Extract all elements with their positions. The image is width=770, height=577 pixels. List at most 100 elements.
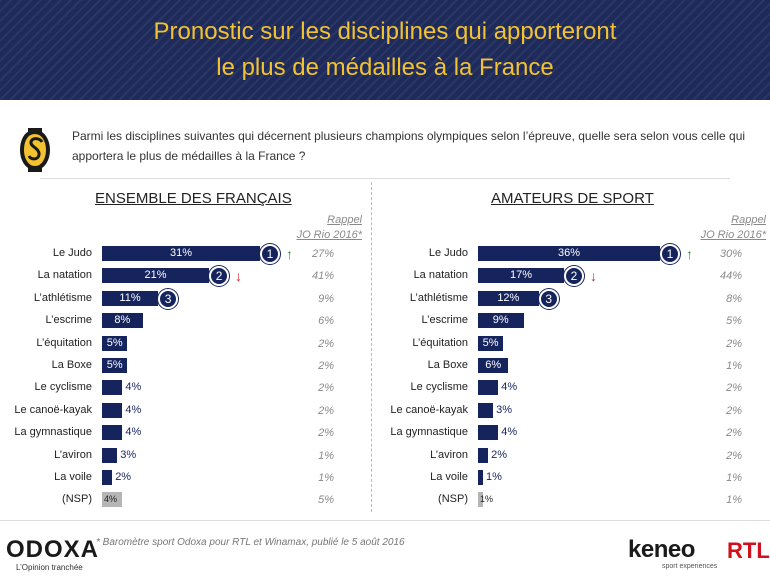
- ensemble-rio-value: 2%: [318, 427, 334, 440]
- ensemble-rio-value: 2%: [318, 337, 334, 350]
- question-icon: [20, 128, 50, 172]
- ensemble-category-label: (NSP): [62, 493, 92, 506]
- amateurs-category-label: L’équitation: [412, 336, 468, 349]
- top-divider: [40, 178, 730, 179]
- ensemble-rank-badge: 3: [158, 288, 179, 309]
- amateurs-rio-value: 5%: [726, 315, 742, 328]
- ensemble-bar-value: 5%: [106, 359, 123, 371]
- ensemble-rio-value: 2%: [318, 404, 334, 417]
- amateurs-bar: [478, 402, 494, 418]
- panel-divider: [371, 182, 372, 512]
- page-title: Pronostic sur les disciplines qui apport…: [0, 14, 770, 86]
- ensemble-rio-value: 6%: [318, 315, 334, 328]
- keneo-logo: keneo: [628, 536, 695, 563]
- ensemble-category-label: La Boxe: [51, 359, 92, 371]
- amateurs-category-label: Le cyclisme: [410, 381, 468, 394]
- ensemble-category-label: La gymnastique: [14, 426, 92, 439]
- amateurs-category-label: L’escrime: [421, 314, 468, 327]
- amateurs-rio-value: 2%: [726, 427, 742, 440]
- ensemble-bar-value: 4%: [104, 494, 118, 505]
- amateurs-rappel-header: Rappel JO Rio 2016*: [696, 213, 766, 243]
- amateurs-rank-badge: 3: [538, 288, 559, 309]
- ensemble-bar: [102, 246, 260, 261]
- amateurs-bar: [478, 470, 484, 485]
- ensemble-rank-badge: 1: [260, 244, 280, 264]
- ensemble-bar: [102, 492, 123, 508]
- ensemble-bar: [102, 335, 128, 351]
- amateurs-bar-value: 1%: [486, 471, 502, 483]
- amateurs-bar: [478, 492, 484, 508]
- amateurs-rank-badge: 2: [563, 266, 584, 287]
- ensemble-rio-value: 2%: [318, 382, 334, 395]
- ensemble-bar-value: 2%: [115, 471, 132, 483]
- ensemble-bar: [102, 470, 113, 485]
- ensemble-bar-value: 5%: [106, 336, 123, 349]
- ensemble-bar-value: 3%: [120, 448, 137, 461]
- amateurs-bar-value: 4%: [501, 381, 518, 394]
- amateurs-bar: [478, 380, 499, 396]
- ensemble-category-label: L’aviron: [54, 448, 92, 461]
- ensemble-rio-value: 27%: [311, 248, 334, 260]
- ensemble-rio-value: 41%: [311, 270, 334, 283]
- ensemble-bar-value: 4%: [125, 403, 142, 416]
- ensemble-rappel-line-2: JO Rio 2016*: [296, 229, 362, 241]
- ensemble-rappel-line-1: Rappel: [327, 214, 362, 226]
- amateurs-rio-value: 44%: [719, 270, 742, 283]
- ensemble-category-label: La voile: [54, 471, 92, 483]
- ensemble-category-label: Le cyclisme: [34, 381, 92, 394]
- amateurs-rappel-line-2: JO Rio 2016*: [700, 229, 766, 241]
- amateurs-bar: [478, 290, 539, 306]
- ensemble-trend-down-icon: ↓: [235, 268, 243, 285]
- amateurs-trend-up-icon: ↑: [686, 246, 693, 262]
- amateurs-category-label: La gymnastique: [390, 426, 468, 439]
- ensemble-category-label: Le canoë-kayak: [14, 403, 92, 416]
- ensemble-bar: [102, 313, 143, 329]
- amateurs-rio-value: 30%: [719, 248, 742, 260]
- ensemble-category-label: L’escrime: [45, 314, 92, 327]
- amateurs-rio-value: 1%: [726, 494, 742, 507]
- amateurs-bar: [478, 313, 524, 329]
- ensemble-bar: [102, 402, 123, 418]
- ensemble-category-label: L’athlétisme: [33, 291, 92, 304]
- amateurs-rio-value: 2%: [726, 337, 742, 350]
- title-line-2: le plus de médailles à la France: [216, 54, 554, 81]
- ensemble-category-label: Le Judo: [52, 247, 92, 259]
- amateurs-category-label: L’aviron: [430, 448, 468, 461]
- amateurs-rio-value: 2%: [726, 449, 742, 462]
- ensemble-rio-value: 2%: [318, 360, 334, 372]
- ensemble-rio-value: 9%: [318, 292, 334, 305]
- amateurs-trend-down-icon: ↓: [589, 268, 597, 285]
- amateurs-bar: [478, 246, 660, 261]
- amateurs-bar-value: 36%: [557, 247, 581, 259]
- ensemble-rappel-header: Rappel JO Rio 2016*: [292, 213, 362, 243]
- amateurs-bar-value: 17%: [509, 269, 532, 282]
- amateurs-bar: [478, 268, 564, 284]
- ensemble-rio-value: 1%: [318, 472, 334, 484]
- header-banner: Pronostic sur les disciplines qui apport…: [0, 0, 770, 100]
- question-text: Parmi les disciplines suivantes qui déce…: [72, 129, 746, 163]
- amateurs-bar: [478, 335, 504, 351]
- ensemble-category-label: L’équitation: [36, 336, 92, 349]
- amateurs-bar-value: 2%: [491, 448, 508, 461]
- amateurs-bar-value: 1%: [480, 494, 494, 505]
- amateurs-category-label: Le Judo: [428, 247, 468, 259]
- ensemble-bar: [102, 358, 128, 373]
- amateurs-rio-value: 2%: [726, 404, 742, 417]
- source-note: * Baromètre sport Odoxa pour RTL et Wina…: [96, 537, 405, 548]
- amateurs-bar-value: 3%: [496, 403, 513, 416]
- amateurs-category-label: (NSP): [438, 493, 468, 506]
- amateurs-rank-badge: 1: [660, 244, 680, 264]
- ensemble-panel-title: ENSEMBLE DES FRANÇAIS: [95, 190, 292, 207]
- amateurs-bar: [478, 425, 499, 441]
- amateurs-bar: [478, 447, 489, 463]
- amateurs-rappel-line-1: Rappel: [731, 214, 766, 226]
- amateurs-bar: [478, 358, 509, 373]
- amateurs-bar-value: 4%: [501, 426, 518, 439]
- ensemble-rio-value: 5%: [318, 494, 334, 507]
- ensemble-bar: [102, 447, 118, 463]
- ensemble-rio-value: 1%: [318, 449, 334, 462]
- amateurs-rio-value: 8%: [726, 292, 742, 305]
- amateurs-bar-value: 5%: [482, 336, 499, 349]
- amateurs-category-label: Le canoë-kayak: [390, 403, 468, 416]
- ensemble-bar: [102, 290, 159, 306]
